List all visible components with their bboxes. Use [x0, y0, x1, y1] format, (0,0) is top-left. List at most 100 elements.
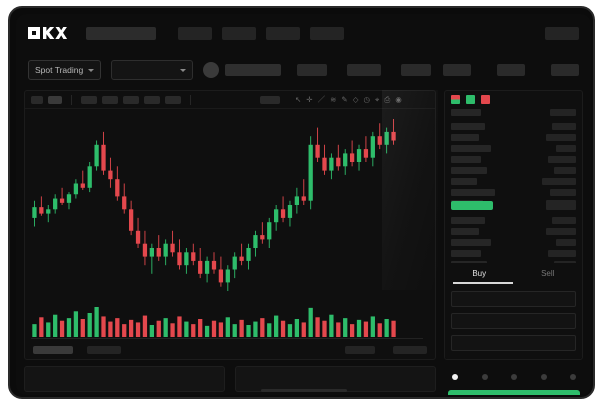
timeframe-6[interactable] — [144, 95, 160, 104]
chart-footer-control-1[interactable] — [345, 346, 375, 354]
toolbar-divider — [71, 94, 72, 105]
brush-icon[interactable]: ✎ — [341, 94, 348, 104]
orderbook-bid-row[interactable] — [451, 250, 481, 257]
chart-footer-control-2[interactable] — [393, 346, 427, 354]
pair-selector[interactable] — [111, 60, 194, 80]
nav-item-4[interactable] — [310, 26, 344, 40]
toolbar-divider-2 — [190, 94, 191, 105]
orderbook-spread-size — [546, 203, 576, 210]
market-type-select[interactable]: Spot Trading — [28, 60, 102, 80]
pager-dot-1[interactable] — [452, 374, 458, 380]
orderbook-ask-size — [542, 178, 576, 185]
orderbook-bid-row[interactable] — [451, 228, 479, 235]
orderbook-bid-size — [556, 239, 576, 246]
timeframe-7[interactable] — [165, 95, 181, 104]
orderbook-view-tabs — [445, 91, 582, 107]
orderbook-ask-size — [548, 156, 576, 163]
timeframe-3[interactable] — [81, 95, 97, 104]
pager-dot-2[interactable] — [481, 374, 488, 380]
orderbook-ask-size — [550, 189, 576, 196]
top-navigation-bar — [16, 14, 591, 52]
chart-footer — [25, 343, 435, 357]
text-icon[interactable]: ◇ — [352, 94, 359, 104]
submit-order-button[interactable] — [448, 390, 580, 395]
pager-dot-4[interactable] — [540, 374, 547, 380]
active-tab-underline — [453, 282, 513, 284]
orderbook-bid-size — [552, 217, 576, 224]
fib-icon[interactable]: ≋ — [330, 94, 337, 104]
orderbook-ask-row[interactable] — [451, 123, 485, 130]
stat-extra-2 — [551, 64, 579, 76]
book-bids-icon[interactable] — [466, 94, 475, 104]
volume-histogram — [25, 303, 435, 343]
orderbook-ask-row[interactable] — [451, 145, 491, 152]
order-price-input[interactable] — [451, 291, 576, 307]
pager-dot-3[interactable] — [511, 374, 517, 380]
book-both-icon[interactable] — [451, 94, 460, 104]
stat-last-price — [297, 64, 328, 76]
global-search-input[interactable] — [86, 26, 156, 40]
orderbook-bid-row[interactable] — [451, 217, 485, 224]
chart-toolbar: ↖ ✛ ／ ≋ ✎ ◇ ◷ ⌖ ⎙ ◉ — [25, 91, 435, 109]
price-chart-panel[interactable]: ↖ ✛ ／ ≋ ✎ ◇ ◷ ⌖ ⎙ ◉ — [24, 90, 436, 360]
okx-logo[interactable] — [28, 26, 72, 41]
orderbook-ask-row[interactable] — [451, 167, 487, 174]
pair-name-label — [225, 64, 282, 76]
orderbook-spread-price — [451, 201, 493, 210]
nav-right-group — [535, 26, 579, 40]
chart-tab-active[interactable] — [33, 346, 73, 354]
nav-item-3[interactable] — [266, 26, 300, 40]
candlestick-chart[interactable] — [25, 109, 435, 299]
orderbook-ask-row[interactable] — [451, 189, 495, 196]
magnet-icon[interactable]: ⌖ — [375, 94, 380, 104]
orderbook-ask-size — [552, 123, 576, 130]
orderbook-ask-row[interactable] — [451, 156, 481, 163]
orderbook-ask-size — [556, 145, 576, 152]
tablet-device-frame: Spot Trading — [8, 6, 595, 399]
bottom-card-positions[interactable] — [235, 366, 436, 392]
pager-dot-5[interactable] — [570, 374, 576, 380]
lock-icon[interactable]: ⎙ — [384, 94, 391, 104]
chart-tab-2[interactable] — [87, 346, 121, 354]
crosshair-icon[interactable]: ✛ — [306, 94, 313, 104]
orderbook-ask-row[interactable] — [451, 134, 479, 141]
pagination-dots[interactable] — [448, 374, 580, 380]
bottom-card-orders[interactable] — [24, 366, 225, 392]
chevron-down-icon — [88, 68, 95, 72]
stat-extra — [497, 64, 525, 76]
order-amount-input[interactable] — [451, 313, 576, 329]
coin-avatar-icon — [203, 62, 220, 78]
app-screen: Spot Trading — [16, 14, 591, 395]
orderbook-bid-size — [548, 250, 576, 257]
cursor-icon[interactable]: ↖ — [295, 94, 302, 104]
orderbook-bid-size — [546, 228, 576, 235]
eye-icon[interactable]: ◉ — [395, 94, 402, 104]
indicator-button[interactable] — [260, 95, 280, 104]
measure-icon[interactable]: ◷ — [363, 94, 371, 104]
orderbook-ask-size — [554, 167, 576, 174]
timeframe-5[interactable] — [123, 95, 139, 104]
chevron-down-icon — [180, 68, 187, 72]
timeframe-4[interactable] — [102, 95, 118, 104]
nav-item-2[interactable] — [222, 26, 256, 40]
orderbook-ask-row[interactable] — [451, 178, 477, 185]
market-type-label: Spot Trading — [35, 65, 84, 75]
orderbook-panel[interactable]: Buy Sell — [444, 90, 583, 360]
tab-sell[interactable]: Sell — [541, 268, 555, 278]
bottom-cards-row — [24, 366, 436, 392]
order-form-panel[interactable]: Buy Sell — [445, 263, 582, 359]
orderbook-bid-row[interactable] — [451, 239, 491, 246]
order-side-tabs: Buy Sell — [445, 263, 582, 283]
order-total-input[interactable] — [451, 335, 576, 351]
home-indicator — [260, 389, 347, 392]
timeframe-2-active[interactable] — [48, 95, 62, 104]
stat-24h-change — [347, 64, 382, 76]
book-asks-icon[interactable] — [481, 94, 490, 104]
nav-item-5[interactable] — [545, 26, 579, 40]
tab-buy[interactable]: Buy — [472, 268, 487, 278]
stat-24h-high — [401, 64, 432, 76]
stat-24h-volume — [443, 64, 471, 76]
nav-item-1[interactable] — [178, 26, 212, 40]
timeframe-1[interactable] — [31, 95, 43, 104]
trendline-icon[interactable]: ／ — [317, 94, 326, 104]
